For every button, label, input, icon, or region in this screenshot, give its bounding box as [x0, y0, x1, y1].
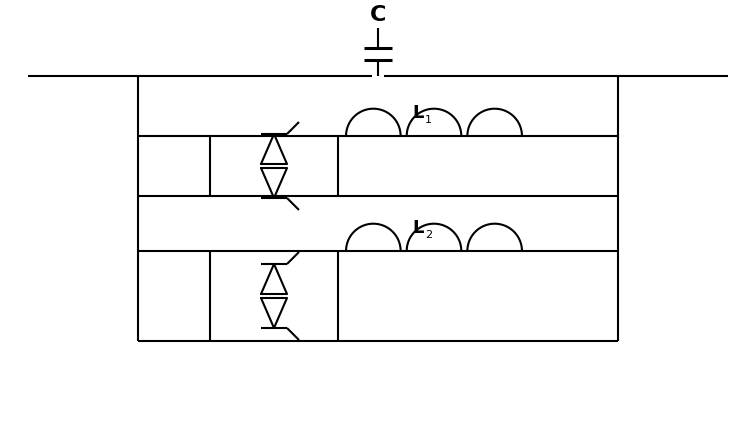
Text: L: L [412, 104, 423, 122]
Text: 2: 2 [425, 230, 432, 240]
Text: C: C [370, 5, 386, 25]
Text: 1: 1 [425, 115, 432, 125]
Text: L: L [412, 219, 423, 237]
